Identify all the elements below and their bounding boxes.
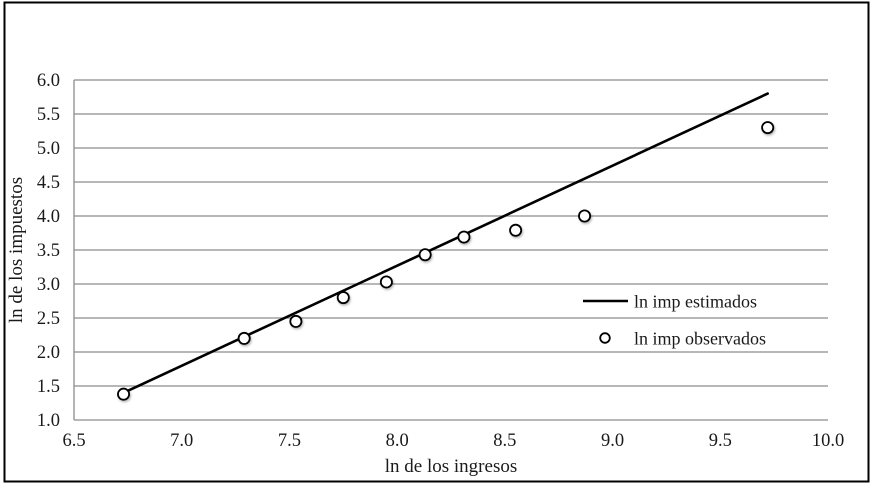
x-tick-label: 7.5: [278, 431, 301, 451]
legend-circle-swatch: [599, 332, 611, 344]
y-tick-label: 6.0: [37, 71, 60, 91]
y-tick-label: 3.0: [37, 275, 60, 295]
data-point-marker: [117, 387, 131, 401]
x-tick-label: 10.0: [812, 431, 844, 451]
x-tick-label: 8.0: [386, 431, 409, 451]
y-tick-label: 4.5: [37, 173, 60, 193]
y-tick-label: 3.5: [37, 241, 60, 261]
data-point-marker: [336, 291, 350, 305]
legend-label-observados: ln imp observados: [634, 329, 766, 349]
data-point-marker: [418, 248, 432, 262]
trend-line: [122, 92, 769, 395]
legend: ln imp estimados ln imp observados: [583, 292, 766, 349]
y-tick-label: 5.5: [37, 105, 60, 125]
data-point-marker: [578, 209, 592, 223]
y-tick-label: 1.5: [37, 377, 60, 397]
x-tick-label: 9.0: [601, 431, 624, 451]
data-point-marker: [509, 223, 523, 237]
data-point-marker: [237, 331, 251, 345]
y-tick-label: 4.0: [37, 207, 60, 227]
x-tick-label: 9.5: [709, 431, 732, 451]
y-tick-label: 2.5: [37, 309, 60, 329]
y-axis-title: ln de los impuestos: [6, 177, 27, 323]
y-tick-label: 1.0: [37, 411, 60, 431]
legend-label-estimados: ln imp estimados: [634, 292, 757, 312]
y-tick-label: 5.0: [37, 139, 60, 159]
x-tick-label: 8.5: [493, 431, 516, 451]
data-point-marker: [379, 275, 393, 289]
figure-border: [3, 1, 870, 483]
data-point-marker: [761, 121, 775, 135]
data-point-marker: [457, 230, 471, 244]
x-tick-label: 7.0: [170, 431, 193, 451]
data-point-marker: [289, 314, 303, 328]
x-tick-label: 6.5: [62, 431, 85, 451]
x-axis-title: ln de los ingresos: [385, 456, 517, 477]
y-tick-label: 2.0: [37, 343, 60, 363]
